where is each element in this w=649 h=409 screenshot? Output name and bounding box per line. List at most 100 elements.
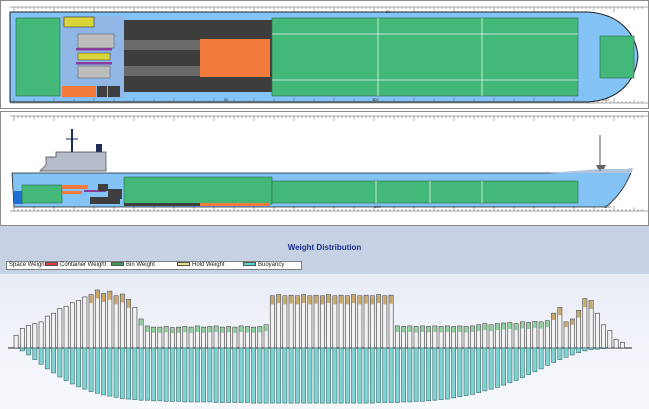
plan-dark-small-2 <box>108 86 120 97</box>
profile-funnel <box>96 144 102 154</box>
profile-view-canvas[interactable]: 100 150 <box>0 111 649 226</box>
weight-bar-hold-cap <box>333 296 337 305</box>
buoyancy-bar <box>432 347 438 401</box>
buoyancy-bar <box>169 347 175 402</box>
buoyancy-bar <box>357 347 363 404</box>
buoyancy-bar <box>82 347 88 390</box>
weight-bar-hold-cap <box>320 296 324 305</box>
legend-swatch-cyan <box>243 262 256 267</box>
weight-bar-tank-cap <box>245 327 249 333</box>
profile-blue-square <box>14 191 23 204</box>
buoyancy-bar <box>438 347 444 400</box>
weight-bar-tank-cap <box>252 327 256 333</box>
weight-bar-hold-cap <box>352 295 356 304</box>
weight-bar-hold-cap <box>345 296 349 305</box>
weight-bar-hold-cap <box>283 296 287 305</box>
weight-bar-tank-cap <box>464 327 468 333</box>
weight-bar-tank-cap <box>189 327 193 333</box>
weight-bar-tank-cap <box>195 326 199 332</box>
profile-orange-strip <box>62 185 88 189</box>
weight-bar-tank-cap <box>152 327 156 333</box>
weight-bar-tank-cap <box>214 326 218 332</box>
buoyancy-bar <box>76 347 81 388</box>
profile-purple-strip <box>84 190 106 192</box>
weight-bar-hold-cap <box>552 313 556 320</box>
buoyancy-bar <box>338 347 344 404</box>
weight-bar-tank-cap <box>145 326 149 332</box>
buoyancy-bar <box>463 347 469 396</box>
weight-distribution-chart[interactable] <box>0 274 649 409</box>
plan-bow-tank <box>599 35 635 79</box>
profile-top-scale <box>10 115 649 121</box>
weight-bar-tank-cap <box>470 326 474 332</box>
weight-bar-tank-cap <box>158 327 162 333</box>
profile-cargo-hold-2 <box>271 180 579 204</box>
weight-bar-hold-cap <box>589 300 593 309</box>
weight-bar-tank-cap <box>139 319 143 326</box>
buoyancy-bar <box>501 347 506 386</box>
buoyancy-bar <box>69 347 75 385</box>
buoyancy-bar <box>419 347 425 402</box>
buoyancy-bar <box>569 347 575 356</box>
weight-bar <box>44 315 50 349</box>
weight-bar-tank-cap <box>258 327 262 333</box>
buoyancy-bar <box>132 347 138 400</box>
legend-item-container-weight: Container Weight <box>45 262 106 269</box>
plan-scale-label-2: 100 <box>372 97 379 102</box>
weight-bar-tank-cap <box>427 327 431 333</box>
weight-bar-tank-cap <box>445 326 449 332</box>
weight-bar-tank-cap <box>183 327 187 333</box>
buoyancy-bar <box>451 347 456 399</box>
profile-bottom-orange <box>200 203 270 206</box>
weight-bar-tank-cap <box>502 323 506 330</box>
profile-view[interactable]: 100 150 <box>0 111 649 226</box>
chart-title: Weight Distribution <box>287 243 362 252</box>
weight-bar <box>82 296 88 349</box>
legend-swatch-red <box>45 262 58 267</box>
legend-item-space-weight: Space Weight <box>9 262 47 268</box>
buoyancy-bar <box>244 347 250 403</box>
chart-legend: Space Weight Container Weight Bin Weight… <box>6 261 302 270</box>
weight-bar-tank-cap <box>533 321 537 328</box>
plan-view-canvas[interactable]: 50 50 100 150 <box>0 0 649 109</box>
buoyancy-bar <box>213 347 219 403</box>
weight-bar <box>613 339 619 349</box>
profile-bottom-scale: 100 150 <box>10 204 649 212</box>
plan-bottom-scale: 50 100 150 <box>10 97 649 104</box>
weight-bar-hold-cap <box>89 295 93 304</box>
buoyancy-bar <box>476 347 481 393</box>
plan-purple-1 <box>76 48 112 51</box>
weight-bar <box>607 330 613 349</box>
plan-dark-small-1 <box>97 86 107 97</box>
plan-scale-label-1: 50 <box>224 97 229 102</box>
weight-bar-hold-cap <box>377 295 381 304</box>
weight-bar-tank-cap <box>439 327 443 333</box>
buoyancy-bar <box>32 347 38 360</box>
buoyancy-bar <box>582 347 588 352</box>
buoyancy-bar <box>38 347 44 365</box>
buoyancy-bar <box>532 347 538 373</box>
weight-bar-tank-cap <box>220 327 224 333</box>
buoyancy-bar <box>207 347 213 403</box>
plan-cargo-holds <box>271 17 579 97</box>
plan-view[interactable]: 50 50 100 150 <box>0 0 649 109</box>
weight-bar-hold-cap <box>295 296 299 305</box>
weight-bar-hold-cap <box>558 307 562 316</box>
buoyancy-bar <box>51 347 56 374</box>
buoyancy-bar <box>407 347 413 403</box>
weight-bar-tank-cap <box>239 326 243 332</box>
weight-bar-tank-cap <box>170 328 174 334</box>
weight-bar-tank-cap <box>164 327 168 333</box>
buoyancy-bar <box>269 347 275 404</box>
weight-bar-hold-cap <box>108 291 112 300</box>
weight-bar <box>69 302 75 349</box>
buoyancy-bar <box>107 347 113 397</box>
weight-bar-hold-cap <box>370 296 374 305</box>
buoyancy-bar <box>426 347 431 402</box>
buoyancy-bar <box>469 347 475 395</box>
weight-bar <box>76 300 81 349</box>
buoyancy-bar <box>44 347 50 370</box>
weight-bar-tank-cap <box>539 322 543 329</box>
weight-bar <box>19 327 25 349</box>
profile-scale-label-2: 150 <box>604 204 611 209</box>
